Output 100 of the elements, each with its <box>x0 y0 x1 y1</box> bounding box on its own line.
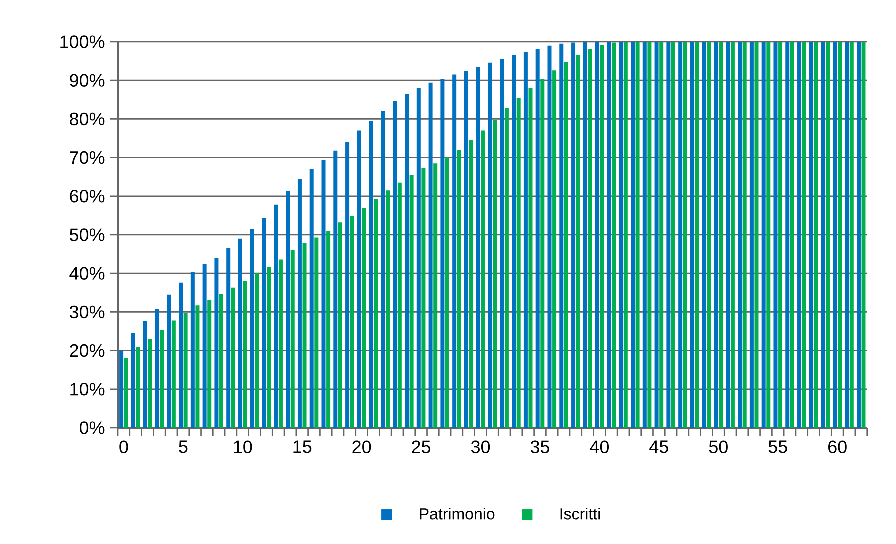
x-tick-label: 35 <box>530 440 550 454</box>
bar <box>762 42 766 428</box>
x-tick-label: 5 <box>179 440 188 454</box>
x-tick-label: 45 <box>650 440 668 454</box>
bar <box>671 42 676 428</box>
bar <box>255 274 260 428</box>
bar <box>124 358 128 428</box>
bar <box>516 98 521 428</box>
bar <box>742 42 747 428</box>
bar <box>798 42 802 428</box>
bar <box>357 130 362 428</box>
bar <box>314 238 319 428</box>
bar <box>226 248 231 428</box>
legend-label: Patrimonio <box>420 508 495 520</box>
bar <box>683 42 688 428</box>
bar <box>576 55 580 428</box>
bar <box>726 42 730 428</box>
bar <box>410 175 414 428</box>
bar <box>334 150 338 428</box>
bar <box>774 42 778 428</box>
bar <box>131 333 136 428</box>
bar <box>500 58 504 428</box>
bar <box>160 330 164 428</box>
bar <box>826 42 830 428</box>
bar <box>572 42 576 428</box>
bar <box>833 42 838 428</box>
bar <box>738 42 742 428</box>
bar <box>548 46 552 428</box>
bar <box>540 79 545 428</box>
bar <box>243 281 248 428</box>
bar <box>231 288 236 428</box>
bar <box>386 190 390 428</box>
bar <box>856 42 861 428</box>
bar <box>220 294 224 428</box>
y-tick-label: 30% <box>70 306 105 319</box>
bar <box>405 94 410 428</box>
bar <box>528 88 533 428</box>
bar <box>184 312 188 428</box>
bar <box>267 267 272 428</box>
bar <box>750 42 754 428</box>
bar <box>595 42 600 428</box>
bar <box>642 42 647 428</box>
bar <box>493 120 498 428</box>
bar <box>654 42 659 428</box>
bar <box>845 42 850 428</box>
bar <box>504 108 509 428</box>
bar <box>786 42 790 428</box>
bar <box>148 339 152 428</box>
bar <box>274 204 278 428</box>
bar <box>298 179 302 428</box>
bar <box>302 243 307 428</box>
y-tick-label: 0% <box>80 422 105 434</box>
y-tick-label: 100% <box>60 36 105 48</box>
bar <box>583 42 588 428</box>
bar <box>250 229 254 428</box>
bar <box>346 142 350 428</box>
y-tick-label: 40% <box>70 267 105 280</box>
bar <box>821 42 826 428</box>
bar <box>660 42 664 428</box>
bar <box>238 238 242 428</box>
bar <box>393 101 398 428</box>
bar <box>809 42 814 428</box>
bar <box>457 150 462 428</box>
bar <box>381 111 386 428</box>
bar <box>730 42 735 428</box>
bar <box>766 42 771 428</box>
y-tick-label: 50% <box>70 228 105 242</box>
bar <box>440 79 445 428</box>
bar <box>416 88 421 428</box>
y-tick-label: 20% <box>70 344 105 358</box>
x-tick-label: 50 <box>709 440 728 454</box>
bar <box>422 168 426 428</box>
y-tick-label: 70% <box>70 151 105 164</box>
bar <box>714 42 718 428</box>
bar <box>702 42 706 428</box>
bar <box>310 169 314 428</box>
bar <box>719 42 724 428</box>
bar <box>369 121 374 428</box>
bar <box>214 258 219 428</box>
x-tick-label: 20 <box>352 440 372 454</box>
bar <box>208 300 212 428</box>
bar <box>636 42 640 428</box>
bar <box>814 42 818 428</box>
y-tick-label: 10% <box>70 383 105 396</box>
bar <box>600 45 604 428</box>
bar <box>778 42 783 428</box>
bar <box>790 42 794 428</box>
bar <box>838 42 842 428</box>
legend-label: Iscritti <box>560 508 600 520</box>
bar <box>286 191 290 428</box>
bar <box>464 70 468 428</box>
bar <box>196 306 200 428</box>
bar <box>612 42 616 428</box>
bar <box>588 48 592 428</box>
bar <box>167 294 172 428</box>
bar <box>350 216 354 428</box>
bar <box>136 346 140 428</box>
y-tick-label: 90% <box>70 74 105 87</box>
bar <box>624 42 628 428</box>
bar <box>850 42 854 428</box>
